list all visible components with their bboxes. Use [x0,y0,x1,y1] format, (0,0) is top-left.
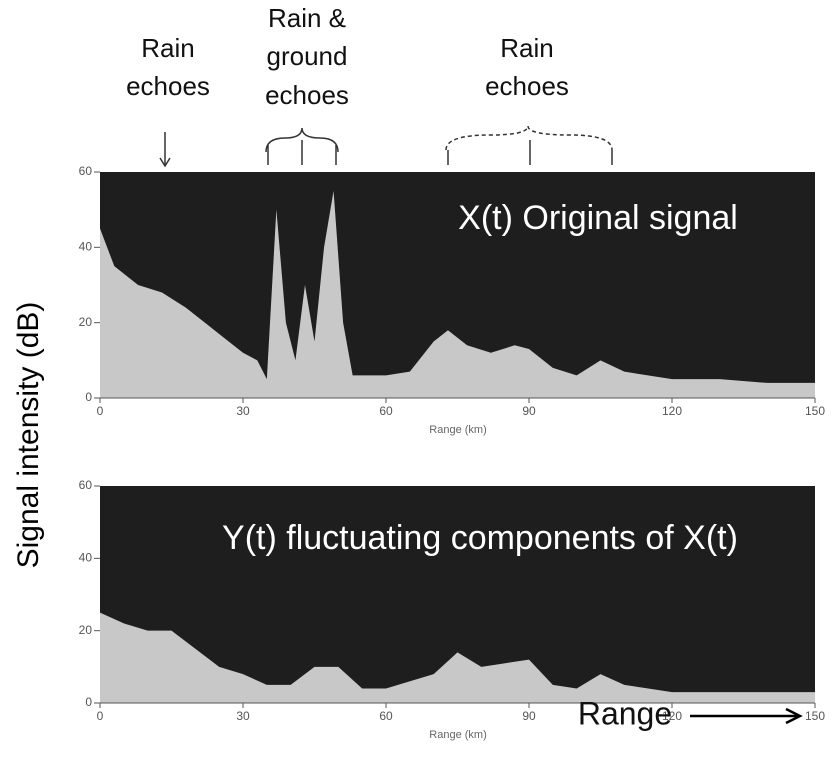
annotation: Rain [141,33,194,63]
x-tick-label: 0 [97,404,104,418]
y-tick-label: 0 [85,695,92,709]
x-tick-label: 0 [97,709,104,723]
y-tick-label: 60 [79,478,93,492]
panel-title: Y(t) fluctuating components of X(t) [222,519,738,557]
annotation: echoes [265,80,349,110]
x-tick-label: 120 [662,404,682,418]
y-axis-label: Signal intensity (dB) [12,302,45,569]
x-tick-label: 30 [236,404,250,418]
y-tick-label: 40 [79,240,93,254]
y-tick-label: 20 [79,623,93,637]
x-tick-label: 90 [522,709,536,723]
x-tick-label: 30 [236,709,250,723]
annotation: Range [578,695,672,731]
x-tick-label: 60 [379,709,393,723]
x-axis-label: Range (km) [429,729,486,741]
y-tick-label: 60 [79,164,93,178]
annotation: Rain [500,33,553,63]
x-axis-label: Range (km) [429,424,486,436]
panel-title: X(t) Original signal [458,199,738,237]
chart: Signal intensity (dB) 0 20 40 60 0 30 60 90 120 1… [0,0,834,765]
x-tick-label: 60 [379,404,393,418]
x-tick-label: 150 [805,709,825,723]
y-tick-label: 40 [79,551,93,565]
y-tick-label: 20 [79,315,93,329]
y-tick-label: 0 [85,390,92,404]
x-tick-label: 150 [805,404,825,418]
annotation: echoes [485,71,569,101]
annotation: ground [267,41,348,71]
annotation: Rain & [268,3,346,33]
x-tick-label: 90 [522,404,536,418]
annotation: echoes [126,71,210,101]
